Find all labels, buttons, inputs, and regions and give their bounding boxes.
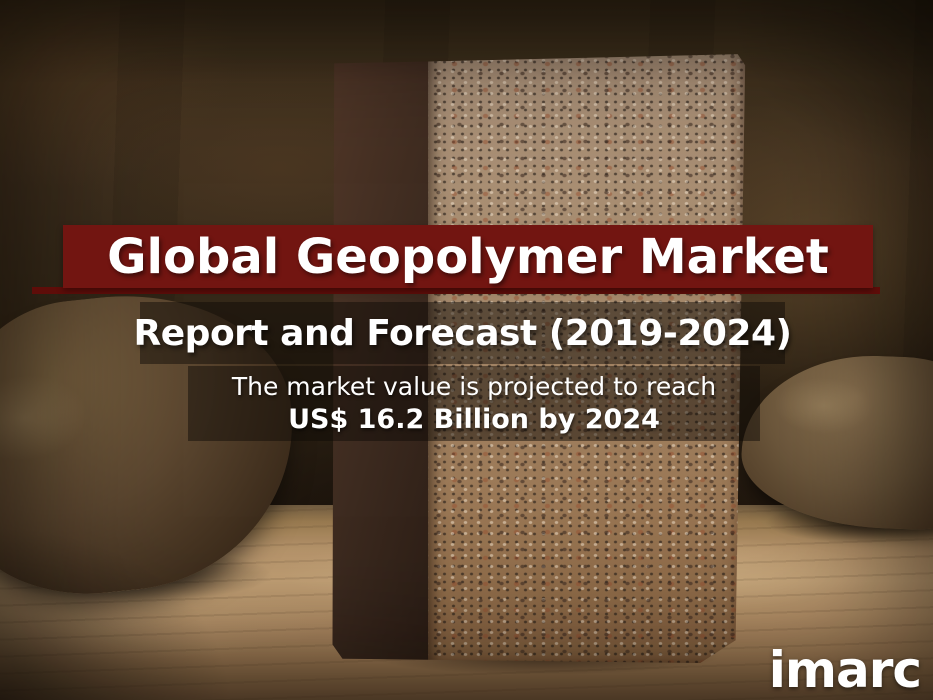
report-subtitle: Report and Forecast (2019-2024)	[133, 312, 792, 354]
title-banner: Global Geopolymer Market	[63, 225, 873, 288]
projection-panel: The market value is projected to reach U…	[188, 366, 760, 441]
report-title: Global Geopolymer Market	[107, 228, 829, 285]
imarc-logo: imarc	[768, 641, 922, 699]
subtitle-panel: Report and Forecast (2019-2024)	[134, 302, 792, 364]
projection-value: US$ 16.2 Billion by 2024	[288, 403, 660, 435]
banner-underline	[32, 287, 880, 294]
projection-text: The market value is projected to reach	[231, 371, 717, 401]
